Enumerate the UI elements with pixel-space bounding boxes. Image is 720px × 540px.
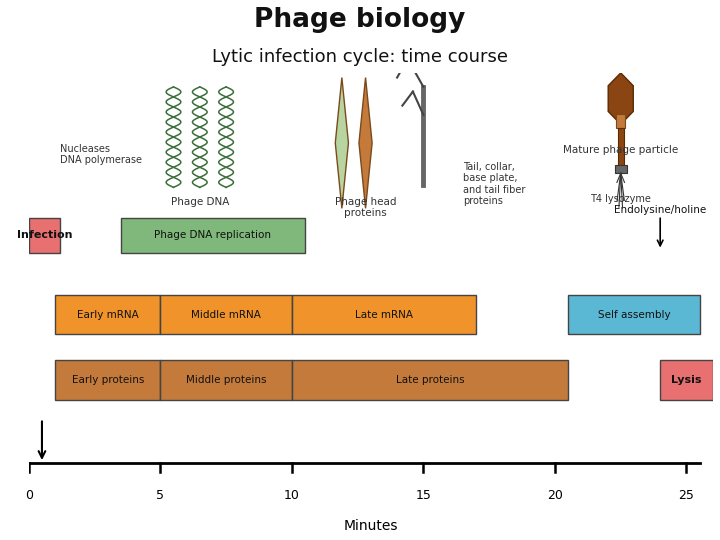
Bar xyxy=(292,360,568,400)
Bar xyxy=(292,295,476,334)
Text: Mature phage particle: Mature phage particle xyxy=(563,145,678,154)
Text: 15: 15 xyxy=(415,489,431,502)
Bar xyxy=(161,295,292,334)
Polygon shape xyxy=(336,78,348,208)
Text: Lytic infection cycle: time course: Lytic infection cycle: time course xyxy=(212,48,508,66)
Bar xyxy=(660,360,713,400)
Bar xyxy=(55,360,161,400)
Text: Nucleases
DNA polymerase: Nucleases DNA polymerase xyxy=(60,144,143,165)
Bar xyxy=(55,295,161,334)
Text: Phage head
proteins: Phage head proteins xyxy=(335,197,396,218)
Text: Lysis: Lysis xyxy=(671,375,702,385)
Text: Tail, collar,
base plate,
and tail fiber
proteins: Tail, collar, base plate, and tail fiber… xyxy=(463,161,526,206)
Text: Minutes: Minutes xyxy=(343,519,398,533)
Polygon shape xyxy=(359,78,372,208)
Text: Middle mRNA: Middle mRNA xyxy=(192,309,261,320)
Bar xyxy=(121,218,305,253)
Bar xyxy=(568,295,700,334)
Text: Self assembly: Self assembly xyxy=(598,309,670,320)
Text: Infection: Infection xyxy=(17,230,72,240)
Text: Phage DNA replication: Phage DNA replication xyxy=(155,230,271,240)
Text: 25: 25 xyxy=(678,489,694,502)
Text: 0: 0 xyxy=(24,489,33,502)
Text: Late proteins: Late proteins xyxy=(396,375,464,385)
Polygon shape xyxy=(608,73,634,124)
Bar xyxy=(616,114,626,128)
Text: Late mRNA: Late mRNA xyxy=(355,309,413,320)
Text: 20: 20 xyxy=(547,489,563,502)
Text: 10: 10 xyxy=(284,489,300,502)
Text: Middle proteins: Middle proteins xyxy=(186,375,266,385)
Bar xyxy=(161,360,292,400)
Bar xyxy=(29,218,60,253)
Bar xyxy=(615,165,626,173)
Text: 5: 5 xyxy=(156,489,164,502)
Text: Early proteins: Early proteins xyxy=(71,375,144,385)
Bar xyxy=(618,128,624,166)
Text: Phage biology: Phage biology xyxy=(254,8,466,33)
Text: Early mRNA: Early mRNA xyxy=(77,309,138,320)
Text: Phage DNA: Phage DNA xyxy=(171,197,229,207)
Text: Endolysine/holine: Endolysine/holine xyxy=(614,205,706,215)
Text: T4 lysozyme: T4 lysozyme xyxy=(590,194,651,204)
